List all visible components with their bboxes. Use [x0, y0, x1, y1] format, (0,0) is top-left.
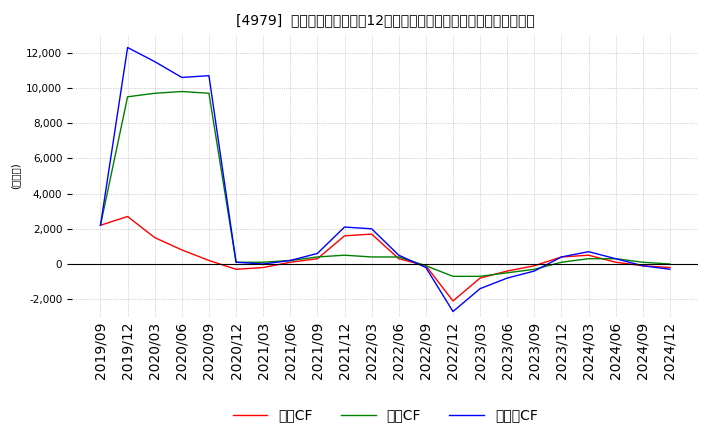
フリーCF [259, 261, 268, 267]
営業CF [449, 298, 457, 304]
営業CF [584, 253, 593, 258]
フリーCF [530, 268, 539, 274]
投資CF [639, 260, 647, 265]
営業CF [259, 265, 268, 270]
フリーCF [584, 249, 593, 254]
投資CF [232, 260, 240, 265]
投資CF [286, 258, 294, 263]
フリーCF [96, 223, 105, 228]
営業CF [395, 256, 403, 261]
投資CF [96, 223, 105, 228]
営業CF [313, 256, 322, 261]
投資CF [584, 256, 593, 261]
営業CF [530, 263, 539, 268]
営業CF [123, 214, 132, 219]
フリーCF [639, 263, 647, 268]
営業CF [503, 268, 511, 274]
フリーCF [367, 226, 376, 231]
投資CF [123, 94, 132, 99]
営業CF [178, 247, 186, 253]
フリーCF [476, 286, 485, 291]
フリーCF [557, 254, 566, 260]
Line: 営業CF: 営業CF [101, 216, 670, 301]
Line: フリーCF: フリーCF [101, 48, 670, 312]
営業CF [611, 260, 620, 265]
投資CF [178, 89, 186, 94]
フリーCF [449, 309, 457, 314]
フリーCF [123, 45, 132, 50]
フリーCF [178, 75, 186, 80]
投資CF [503, 270, 511, 275]
営業CF [150, 235, 159, 240]
Line: 投資CF: 投資CF [101, 92, 670, 276]
投資CF [476, 274, 485, 279]
Legend: 営業CF, 投資CF, フリーCF: 営業CF, 投資CF, フリーCF [228, 403, 543, 428]
フリーCF [150, 59, 159, 64]
フリーCF [611, 256, 620, 261]
フリーCF [204, 73, 213, 78]
営業CF [232, 267, 240, 272]
営業CF [421, 263, 430, 268]
投資CF [449, 274, 457, 279]
投資CF [611, 256, 620, 261]
Y-axis label: (百万円): (百万円) [11, 163, 21, 189]
フリーCF [313, 251, 322, 256]
投資CF [530, 267, 539, 272]
営業CF [286, 260, 294, 265]
フリーCF [665, 267, 674, 272]
営業CF [367, 231, 376, 237]
投資CF [395, 254, 403, 260]
フリーCF [503, 275, 511, 281]
投資CF [367, 254, 376, 260]
フリーCF [341, 224, 349, 230]
営業CF [204, 258, 213, 263]
投資CF [259, 260, 268, 265]
営業CF [341, 233, 349, 238]
営業CF [476, 275, 485, 281]
投資CF [150, 91, 159, 96]
営業CF [96, 223, 105, 228]
営業CF [665, 265, 674, 270]
投資CF [204, 91, 213, 96]
投資CF [421, 263, 430, 268]
投資CF [557, 260, 566, 265]
営業CF [557, 254, 566, 260]
Title: [4979]  キャッシュフローの12か月移動合計の対前年同期増減額の推移: [4979] キャッシュフローの12か月移動合計の対前年同期増減額の推移 [236, 13, 534, 27]
投資CF [313, 254, 322, 260]
フリーCF [286, 258, 294, 263]
フリーCF [395, 253, 403, 258]
投資CF [665, 261, 674, 267]
フリーCF [421, 265, 430, 270]
営業CF [639, 263, 647, 268]
投資CF [341, 253, 349, 258]
フリーCF [232, 260, 240, 265]
